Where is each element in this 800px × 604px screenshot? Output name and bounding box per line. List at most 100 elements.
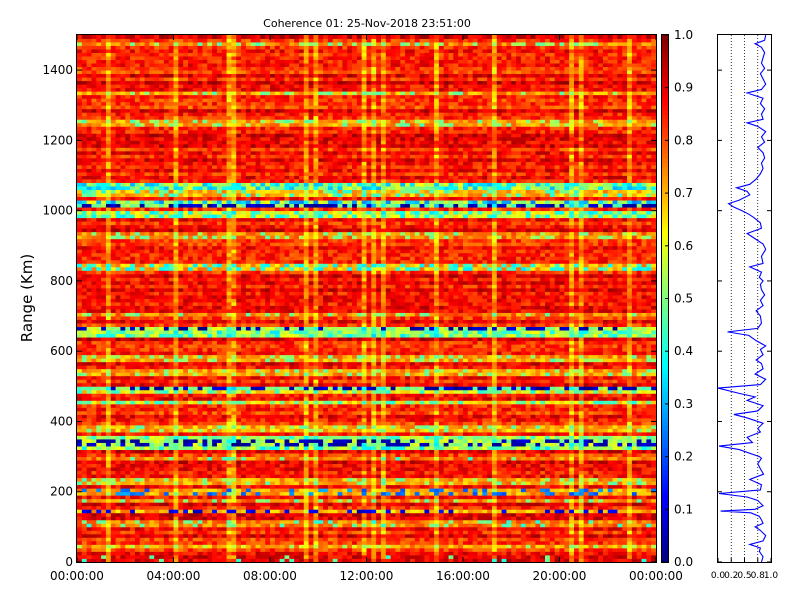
heatmap-cell — [419, 446, 425, 450]
heatmap-cell — [125, 460, 131, 465]
heatmap-cell — [255, 417, 261, 422]
heatmap-cell — [419, 439, 425, 443]
heatmap-cell — [308, 439, 314, 443]
heatmap-cell — [241, 484, 247, 489]
heatmap-cell — [409, 414, 416, 419]
heatmap-cell — [458, 428, 464, 433]
heatmap-cell — [91, 470, 97, 475]
heatmap-cell — [173, 526, 179, 531]
heatmap-cell — [91, 523, 97, 528]
heatmap-cell — [323, 460, 329, 465]
heatmap-cell — [467, 484, 474, 489]
heatmap-cell — [453, 428, 459, 433]
heatmap-cell — [337, 484, 343, 489]
heatmap-cell — [506, 435, 512, 440]
heatmap-cell — [409, 519, 416, 524]
heatmap-cell — [332, 442, 338, 447]
heatmap-cell — [327, 477, 334, 482]
heatmap-cell — [298, 558, 305, 563]
heatmap-cell — [540, 519, 546, 524]
heatmap-cell — [438, 467, 445, 472]
heatmap-cell — [482, 512, 488, 517]
heatmap-cell — [612, 484, 618, 489]
heatmap-cell — [130, 449, 136, 454]
heatmap-cell — [491, 477, 498, 482]
heatmap-cell — [274, 533, 281, 538]
heatmap-cell — [173, 498, 179, 503]
heatmap-cell — [477, 421, 483, 426]
heatmap-cell — [593, 456, 599, 461]
heatmap-cell — [356, 453, 363, 457]
heatmap-cell — [593, 502, 599, 507]
heatmap-cell — [96, 421, 102, 426]
heatmap-cell — [207, 488, 213, 493]
heatmap-cell — [91, 544, 97, 549]
heatmap-cell — [530, 544, 536, 549]
heatmap-cell — [327, 523, 334, 528]
heatmap-cell — [588, 481, 594, 486]
heatmap-cell — [356, 491, 363, 496]
heatmap-cell — [130, 484, 136, 489]
heatmap-cell — [159, 540, 165, 545]
heatmap-cell — [617, 544, 623, 549]
heatmap-cell — [173, 460, 179, 465]
heatmap-cell — [395, 414, 401, 419]
heatmap-cell — [409, 495, 416, 500]
heatmap-cell — [409, 537, 416, 542]
heatmap-cell — [496, 558, 503, 563]
heatmap-cell — [337, 477, 343, 482]
heatmap-cell — [289, 526, 295, 531]
heatmap-cell — [226, 523, 232, 528]
heatmap-cell — [352, 537, 358, 542]
heatmap-cell — [385, 481, 392, 486]
heatmap-cell — [554, 537, 560, 542]
heatmap-cell — [627, 432, 633, 436]
heatmap-cell — [91, 551, 97, 556]
heatmap-cell — [134, 428, 141, 433]
heatmap-cell — [313, 474, 319, 479]
heatmap-cell — [356, 523, 363, 528]
heatmap-cell — [130, 432, 136, 436]
heatmap-cell — [274, 424, 281, 429]
heatmap-cell — [332, 495, 338, 500]
heatmap-cell — [173, 519, 179, 524]
heatmap-cell — [192, 537, 199, 542]
heatmap-cell — [491, 512, 498, 517]
heatmap-cell — [178, 554, 184, 559]
heatmap-cell — [463, 428, 469, 433]
heatmap-cell — [154, 432, 160, 436]
heatmap-cell — [405, 537, 411, 542]
heatmap-cell — [202, 474, 208, 479]
heatmap-cell — [443, 432, 449, 436]
heatmap-cell — [241, 474, 247, 479]
heatmap-cell — [134, 523, 141, 528]
heatmap-cell — [641, 523, 647, 528]
heatmap-cell — [636, 456, 642, 461]
heatmap-cell — [564, 540, 570, 545]
heatmap-cell — [651, 505, 657, 510]
heatmap-cell — [617, 453, 623, 457]
heatmap-cell — [429, 470, 435, 475]
heatmap-cell — [134, 491, 141, 496]
heatmap-cell — [491, 558, 498, 563]
heatmap-cell — [134, 481, 141, 486]
heatmap-cell — [323, 533, 329, 538]
heatmap-cell — [429, 417, 435, 422]
heatmap-cell — [612, 519, 618, 524]
heatmap-cell — [598, 495, 604, 500]
heatmap-cell — [491, 554, 498, 559]
heatmap-cell — [501, 551, 507, 556]
heatmap-cell — [583, 421, 589, 426]
heatmap-cell — [313, 421, 319, 426]
heatmap-cell — [549, 509, 556, 514]
heatmap-cell — [221, 428, 227, 433]
heatmap-cell — [352, 495, 358, 500]
heatmap-cell — [573, 533, 580, 538]
heatmap-cell — [342, 505, 348, 510]
heatmap-cell — [453, 460, 459, 465]
heatmap-cell — [245, 417, 252, 422]
heatmap-cell — [139, 526, 145, 531]
heatmap-cell — [535, 435, 541, 440]
heatmap-cell — [540, 456, 546, 461]
heatmap-cell — [105, 417, 112, 422]
